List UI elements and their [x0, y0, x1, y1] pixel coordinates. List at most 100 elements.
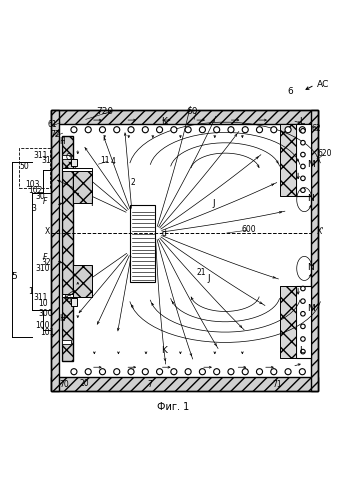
Text: M: M: [307, 304, 315, 313]
Text: 2: 2: [130, 178, 135, 187]
Circle shape: [301, 337, 305, 341]
Text: N: N: [307, 263, 314, 272]
Text: K: K: [161, 117, 167, 126]
Circle shape: [85, 127, 91, 133]
Text: 3: 3: [31, 204, 36, 213]
Circle shape: [285, 369, 291, 375]
Bar: [73, 264, 92, 297]
Circle shape: [228, 127, 234, 133]
Text: I: I: [90, 265, 93, 274]
Circle shape: [71, 369, 77, 375]
Bar: [280, 285, 296, 358]
Bar: [51, 110, 318, 391]
Text: 103: 103: [25, 180, 40, 189]
Text: Фиг. 1: Фиг. 1: [158, 402, 189, 412]
Bar: [51, 110, 59, 391]
Circle shape: [301, 349, 305, 354]
Text: 6: 6: [288, 87, 294, 96]
Bar: [71, 298, 77, 306]
Circle shape: [301, 299, 305, 303]
Text: F: F: [43, 252, 47, 261]
Bar: [280, 124, 296, 196]
Circle shape: [114, 127, 120, 133]
Text: F: F: [43, 198, 47, 207]
Bar: [130, 205, 155, 282]
Text: 5: 5: [11, 272, 17, 281]
Text: 310: 310: [35, 264, 50, 273]
Bar: [296, 124, 311, 196]
Text: 311: 311: [33, 293, 48, 302]
Bar: [62, 155, 71, 159]
Circle shape: [301, 129, 305, 133]
Text: L: L: [299, 345, 304, 354]
Text: J: J: [207, 274, 210, 283]
Text: J: J: [213, 199, 215, 208]
Text: 30: 30: [35, 192, 45, 201]
Text: 71: 71: [272, 380, 281, 389]
Circle shape: [301, 286, 305, 291]
Bar: [73, 171, 92, 203]
Circle shape: [142, 369, 148, 375]
Text: 20: 20: [79, 379, 89, 388]
Bar: [71, 159, 77, 166]
Circle shape: [100, 369, 105, 375]
Text: X': X': [317, 227, 324, 236]
Circle shape: [214, 127, 220, 133]
Circle shape: [71, 127, 77, 133]
Text: 61: 61: [48, 120, 57, 129]
Text: M: M: [307, 160, 315, 169]
Text: 620: 620: [317, 149, 331, 158]
Circle shape: [271, 369, 277, 375]
Circle shape: [214, 369, 220, 375]
Circle shape: [156, 127, 163, 133]
Circle shape: [285, 127, 291, 133]
Circle shape: [242, 127, 248, 133]
Circle shape: [156, 369, 163, 375]
Text: 100: 100: [35, 321, 49, 330]
Bar: [62, 340, 71, 344]
Text: d: d: [161, 229, 166, 238]
Text: X: X: [44, 228, 50, 237]
Circle shape: [242, 369, 248, 375]
Text: 101: 101: [41, 328, 55, 337]
Circle shape: [114, 369, 120, 375]
Text: 300: 300: [39, 309, 53, 318]
Bar: [62, 168, 92, 171]
Bar: [62, 293, 92, 297]
Circle shape: [301, 164, 305, 169]
Text: 7: 7: [148, 380, 153, 389]
Text: L: L: [299, 117, 304, 126]
Circle shape: [171, 127, 177, 133]
Text: H: H: [59, 314, 65, 323]
Text: 311: 311: [34, 151, 48, 160]
Text: N: N: [307, 194, 314, 203]
Text: 720: 720: [96, 107, 113, 116]
Circle shape: [299, 127, 305, 133]
Text: 50: 50: [19, 162, 29, 171]
Bar: [62, 136, 73, 361]
Bar: [51, 110, 318, 124]
Circle shape: [128, 369, 134, 375]
Circle shape: [301, 311, 305, 316]
Bar: [51, 377, 318, 391]
Text: H: H: [59, 137, 65, 146]
Circle shape: [142, 127, 148, 133]
Circle shape: [85, 369, 91, 375]
Circle shape: [256, 369, 263, 375]
Text: 11: 11: [101, 156, 110, 165]
Bar: [296, 285, 311, 358]
Circle shape: [301, 140, 305, 145]
Text: 32: 32: [41, 258, 51, 267]
Text: АС: АС: [317, 80, 329, 89]
Circle shape: [100, 127, 105, 133]
Text: 70: 70: [59, 380, 69, 389]
Text: 4: 4: [110, 157, 115, 166]
Text: 102: 102: [28, 186, 43, 195]
Text: G: G: [65, 153, 71, 162]
Circle shape: [228, 369, 234, 375]
Circle shape: [185, 127, 191, 133]
Circle shape: [256, 127, 263, 133]
Text: G: G: [65, 295, 71, 304]
Text: 1: 1: [28, 287, 33, 296]
Circle shape: [301, 188, 305, 193]
